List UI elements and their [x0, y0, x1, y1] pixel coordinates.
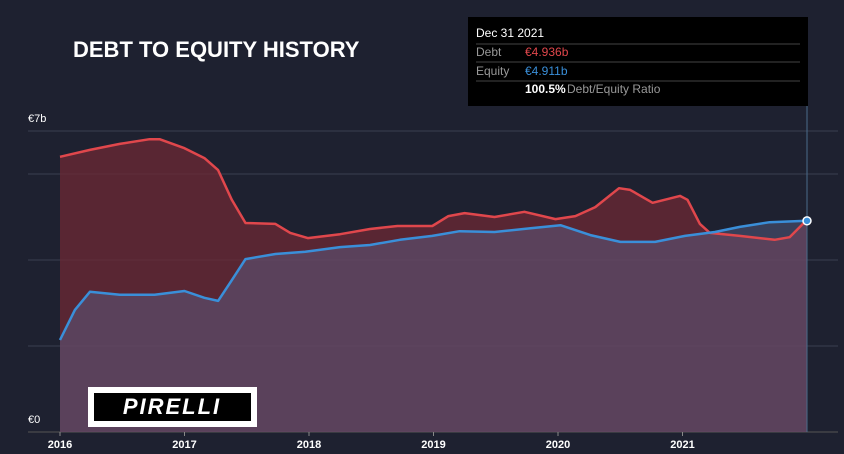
x-tick-label: 2016	[48, 439, 72, 451]
x-tick-label: 2021	[670, 439, 694, 451]
tooltip-date: Dec 31 2021	[476, 26, 544, 40]
x-tick-label: 2017	[172, 439, 196, 451]
tooltip-ratio-value: 100.5%	[525, 82, 566, 96]
line	[59, 137, 808, 242]
line	[58, 219, 808, 341]
area	[60, 139, 807, 432]
x-tick-label: 2018	[297, 439, 321, 451]
logo-inner	[94, 393, 251, 421]
logo-text: PIRELLI	[123, 394, 221, 419]
tooltip-ratio-label: Debt/Equity Ratio	[567, 82, 661, 96]
chart-title: DEBT TO EQUITY HISTORY	[73, 37, 360, 62]
tooltip: Dec 31 2021 Debt €4.936b Equity €4.911b …	[468, 17, 808, 106]
tooltip-equity-value: €4.911b	[525, 64, 568, 78]
hover-dot	[802, 216, 812, 226]
tooltip-equity-label: Equity	[476, 64, 509, 78]
tooltip-debt-value: €4.936b	[525, 45, 569, 59]
x-tick-label: 2020	[546, 439, 570, 451]
x-tick-label: 2019	[421, 439, 445, 451]
y-tick-label: €7b	[28, 113, 46, 125]
y-tick-label: €0	[28, 414, 40, 426]
plot: €0 €7b 2016 2017 2018 2019 2020 2021	[28, 106, 838, 451]
area	[60, 220, 807, 432]
tooltip-debt-label: Debt	[476, 45, 502, 59]
